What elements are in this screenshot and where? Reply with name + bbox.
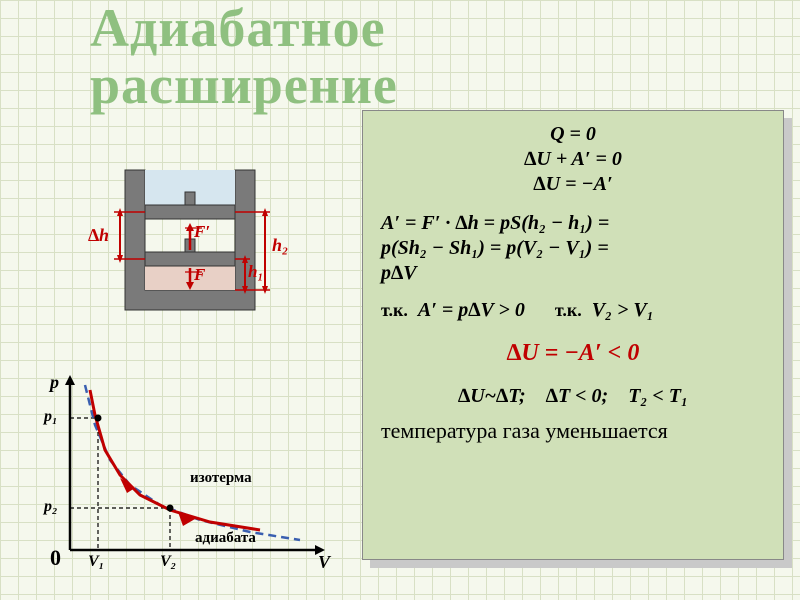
formula-du-neg: ∆U = −A′ < 0: [381, 340, 765, 367]
chart-p1: p₁: [44, 408, 58, 426]
tk-1: т.к.: [381, 300, 408, 320]
formula-work-3: p∆V: [381, 262, 765, 285]
formula-dt-neg: ∆T < 0;: [546, 385, 609, 407]
tk-2: т.к.: [555, 300, 582, 320]
formula-du-dt: ∆U~∆T;: [458, 385, 526, 407]
formula-t2t1: T₂ < T₁: [628, 385, 688, 407]
title-line-1: Адиабатное: [90, 0, 386, 58]
formula-since-row: т.к. A′ = p∆V > 0 т.к. V₂ > V₁: [381, 299, 765, 322]
isotherm-label: изотерма: [190, 470, 252, 487]
formula-v2v1: V₂ > V₁: [592, 299, 654, 321]
chart-origin: 0: [50, 545, 61, 571]
label-delta-h: ∆h: [88, 225, 109, 246]
chart-v-label: V: [318, 552, 330, 573]
chart-p2: p₂: [44, 498, 58, 516]
adiabat-label: адиабата: [195, 530, 256, 547]
formula-apdv: A′ = p∆V > 0: [418, 299, 525, 321]
formula-panel: Q = 0 ∆U + A′ = 0 ∆U = −A′ A′ = F′ · ∆h …: [362, 110, 784, 560]
label-f-down: F: [194, 265, 205, 285]
title-line-2: расширение: [90, 55, 398, 115]
chart-v2: V₂: [160, 553, 176, 571]
label-f-up: F′: [194, 222, 210, 242]
formula-work-1: A′ = F′ · ∆h = pS(h₂ − h₁) =: [381, 212, 765, 235]
pv-chart-svg: [20, 370, 340, 590]
formula-temp-row: ∆U~∆T; ∆T < 0; T₂ < T₁: [381, 385, 765, 408]
formula-work-2: p(Sh₂ − Sh₁) = p(V₂ − V₁) =: [381, 237, 765, 260]
slide-title: Адиабатное расширение: [90, 0, 398, 113]
formula-du-eq: ∆U = −A′: [381, 173, 765, 196]
conclusion-text: температура газа уменьшается: [381, 418, 765, 444]
pv-chart: p V 0 p₁ p₂ V₁ V₂ изотерма адиабата: [20, 370, 340, 590]
formula-q: Q = 0: [381, 123, 765, 146]
adiabat-curve: [90, 390, 260, 530]
label-h1: h₁: [248, 262, 263, 282]
label-h2: h₂: [272, 235, 288, 256]
piston-diagram: ∆h h₂ h₁ F′ F: [90, 150, 310, 330]
chart-v1: V₁: [88, 553, 104, 571]
chart-p-label: p: [50, 372, 59, 393]
formula-du-a: ∆U + A′ = 0: [381, 148, 765, 171]
